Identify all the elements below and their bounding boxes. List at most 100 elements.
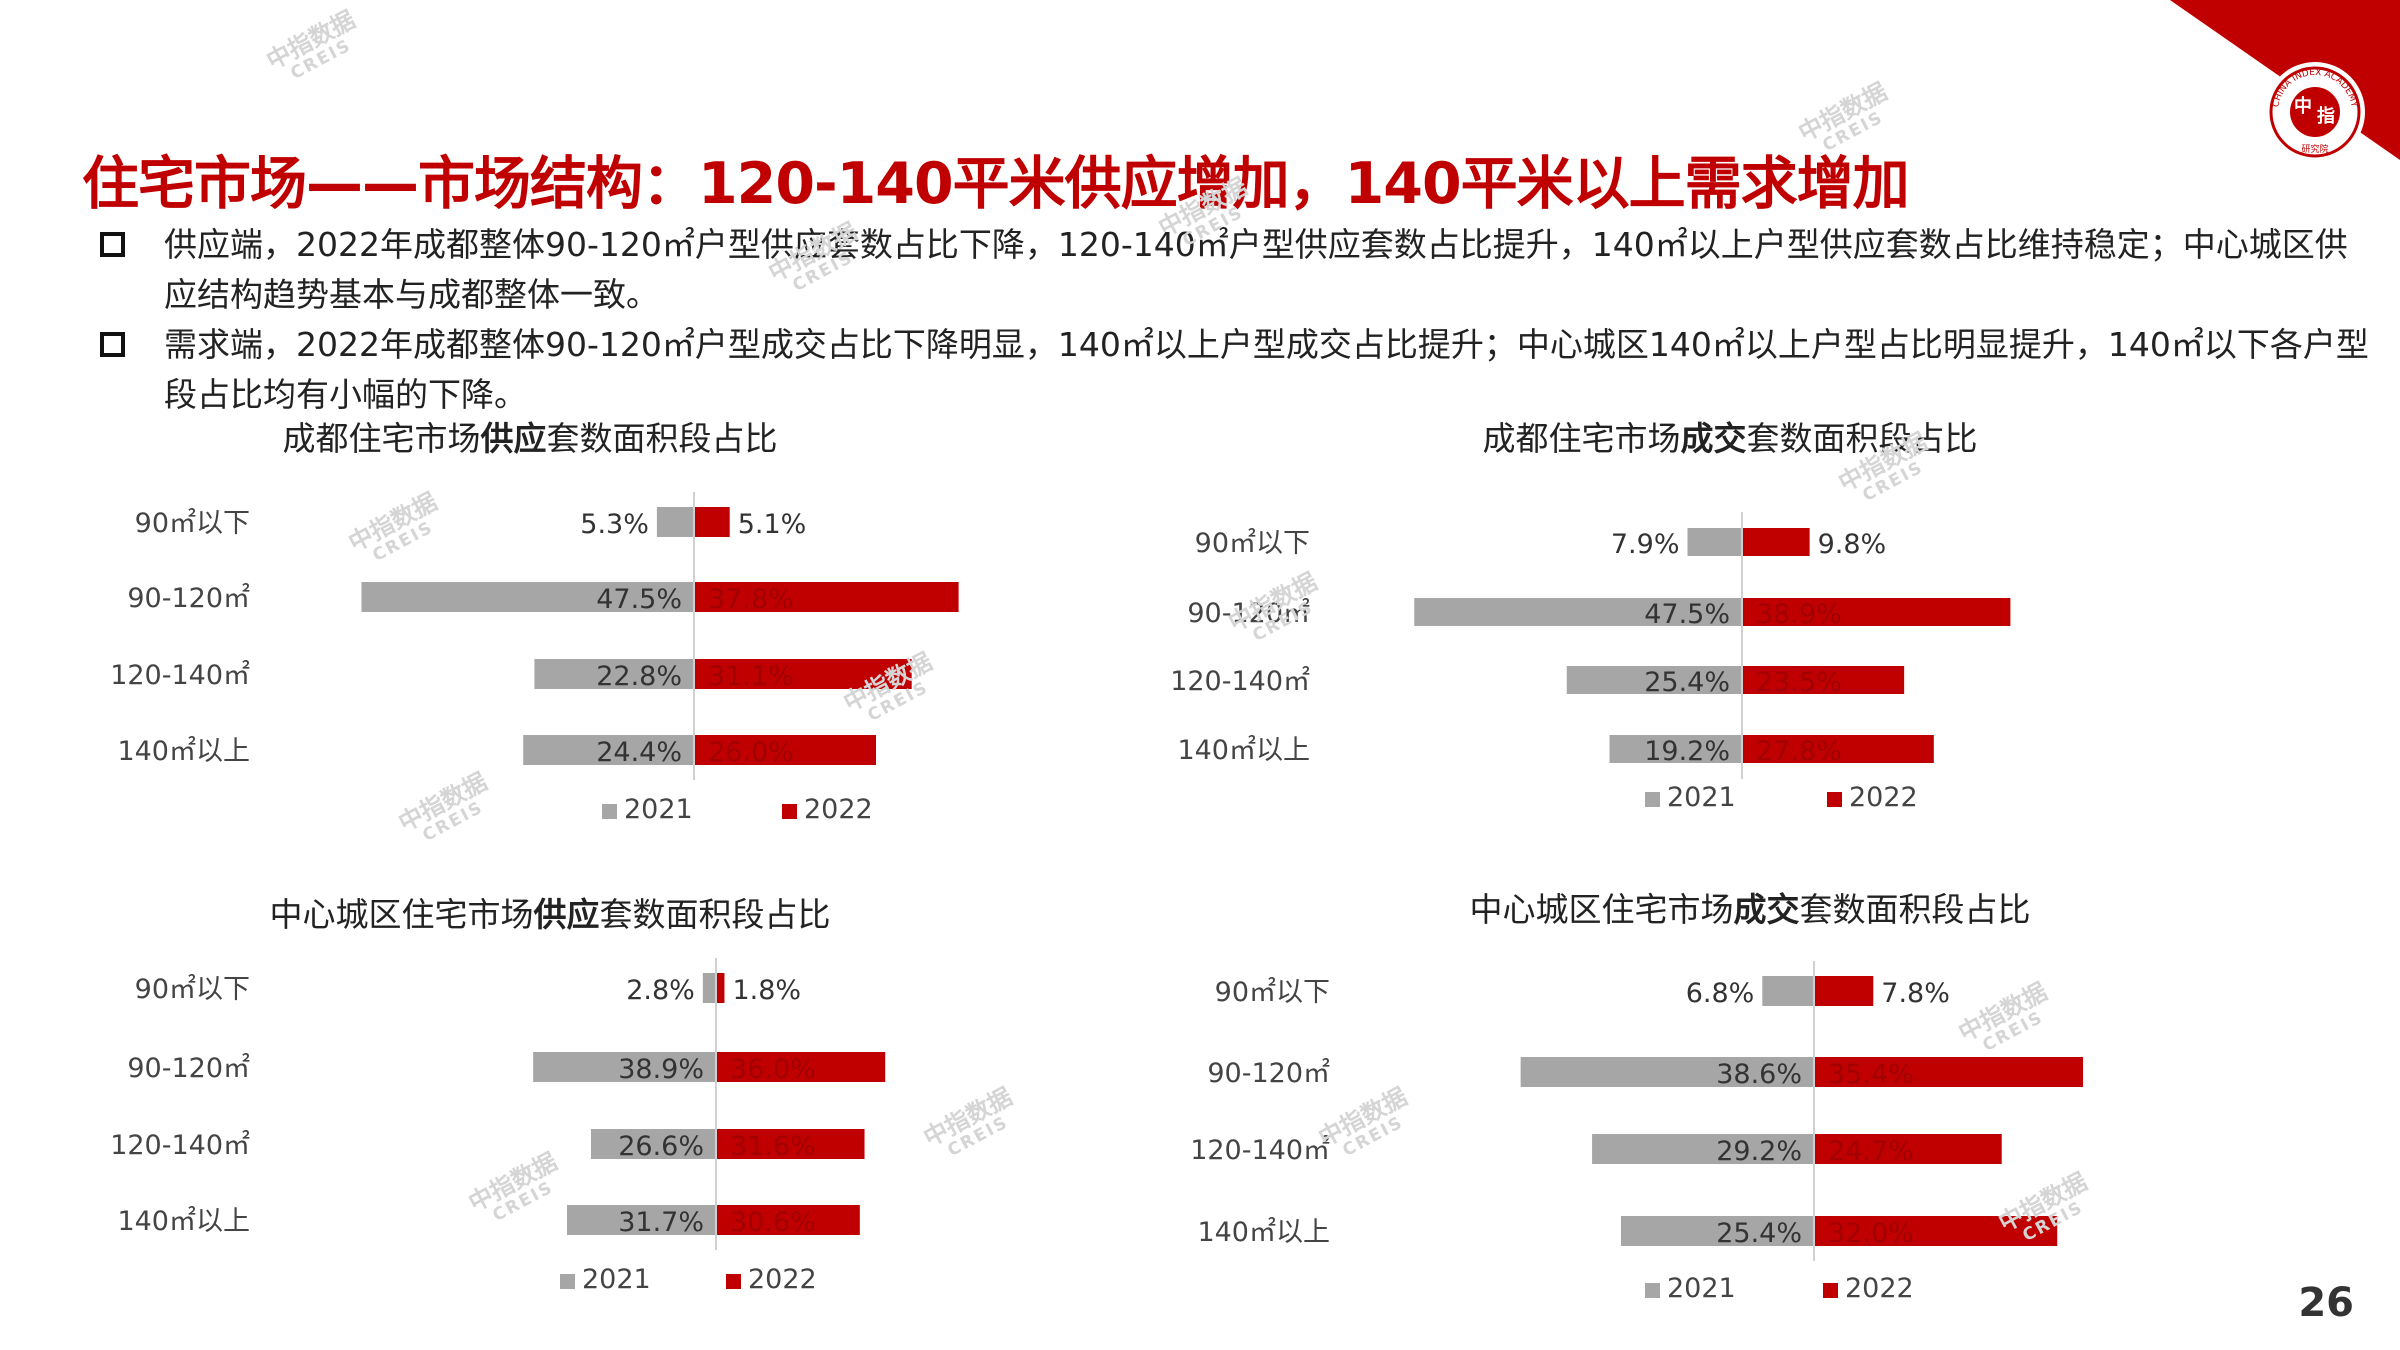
legend-swatch (1827, 792, 1842, 807)
category-label: 90㎡以下 (135, 508, 250, 539)
data-label-2021: 38.6% (1716, 1059, 1802, 1090)
category-label: 140㎡以上 (117, 1206, 250, 1237)
bar-2021 (361, 582, 694, 612)
bar-2022 (694, 659, 912, 689)
category-label: 90-120㎡ (1207, 1058, 1330, 1089)
legend-label: 2021 (1667, 782, 1736, 813)
data-label-2022: 5.1% (738, 509, 807, 540)
data-label-2021: 24.4% (596, 737, 682, 768)
chart-center-supply: 中心城区住宅市场供应套数面积段占比 90㎡以下 2.8% 1.8% 90-120㎡ 38.… (90, 890, 1050, 1310)
bullet-text: 需求端，2022年成都整体90-120㎡户型成交占比下降明显，140㎡以上户型成… (164, 325, 2369, 414)
bar-2021 (533, 1052, 716, 1082)
chart-title-prefix: 中心城区住宅市场 (270, 895, 534, 934)
category-label: 90-120㎡ (1187, 598, 1310, 629)
legend-label: 2022 (804, 794, 873, 825)
legend-swatch (1645, 1283, 1660, 1298)
page-number: 26 (2298, 1280, 2354, 1326)
category-label: 120-140㎡ (110, 660, 250, 691)
legend-swatch (726, 1274, 741, 1289)
bar-2021 (702, 973, 716, 1003)
chart-title: 中心城区住宅市场供应套数面积段占比 (270, 895, 831, 934)
data-label-2021: 47.5% (1644, 599, 1730, 630)
chart-center-deal: 中心城区住宅市场成交套数面积段占比 90㎡以下 6.8% 7.8% 90-120㎡ 38.… (1170, 885, 2170, 1315)
data-label-2022: 27.8% (1756, 736, 1842, 767)
bar-2022 (1742, 528, 1810, 556)
legend-label: 2021 (582, 1264, 651, 1295)
chart-title-bold: 成交 (1681, 419, 1747, 458)
category-label: 140㎡以上 (1177, 735, 1310, 766)
chart-title-suffix: 套数面积段占比 (600, 895, 831, 934)
chart-title: 成都住宅市场供应套数面积段占比 (283, 419, 778, 458)
square-bullet-icon (100, 232, 125, 257)
chart-chengdu-supply: 成都住宅市场供应套数面积段占比 90㎡以下 5.3% 5.1% 90-120㎡ 47.5%… (90, 419, 1050, 840)
bar-2021 (1414, 598, 1742, 626)
category-label: 140㎡以上 (117, 736, 250, 767)
bar-2022 (1814, 976, 1874, 1006)
bar-2022 (1814, 1216, 2058, 1246)
data-label-2021: 22.8% (596, 661, 682, 692)
bar-2021 (590, 1129, 716, 1159)
data-label-2021: 25.4% (1644, 667, 1730, 698)
bar-2022 (716, 1205, 860, 1235)
bar-2021 (1520, 1057, 1814, 1087)
legend-swatch (1645, 792, 1660, 807)
bullet-item: 需求端，2022年成都整体90-120㎡户型成交占比下降明显，140㎡以上户型成… (100, 320, 2380, 420)
bar-2022 (1742, 598, 2011, 626)
watermark: 中指数据 CREIS (261, 5, 360, 84)
logo-char-2: 指 (2317, 105, 2335, 127)
chart-title-suffix: 套数面积段占比 (547, 419, 778, 458)
chart-chengdu-deal: 成都住宅市场成交套数面积段占比 90㎡以下 7.9% 9.8% 90-120㎡ 47.5%… (1150, 419, 2150, 830)
logo-char-1: 中 (2294, 95, 2312, 117)
chart-title-suffix: 套数面积段占比 (1747, 419, 1978, 458)
bar-2021 (534, 659, 694, 689)
bullet-item: 供应端，2022年成都整体90-120㎡户型供应套数占比下降，120-140㎡户… (100, 220, 2380, 320)
legend-label: 2021 (1667, 1273, 1736, 1304)
bar-2021 (567, 1205, 716, 1235)
chart-svg: 中心城区住宅市场供应套数面积段占比 90㎡以下 2.8% 1.8% 90-120㎡ 38.… (110, 895, 886, 1295)
category-label: 140㎡以上 (1197, 1217, 1330, 1248)
bar-2021 (1687, 528, 1742, 556)
category-label: 120-140㎡ (1190, 1135, 1330, 1166)
bar-2022 (1814, 1057, 2084, 1087)
data-label-2021: 31.7% (618, 1207, 704, 1238)
chart-title: 成都住宅市场成交套数面积段占比 (1483, 419, 1978, 458)
data-label-2021: 26.6% (618, 1131, 704, 1162)
square-bullet-icon (100, 332, 125, 357)
data-label-2022: 37.8% (708, 584, 794, 615)
data-label-2022: 38.9% (1756, 599, 1842, 630)
academy-logo: 中 指 CHINA INDEX ACADEMY 研究院 (2170, 0, 2400, 160)
bar-2021 (523, 735, 694, 765)
data-label-2022: 31.1% (708, 661, 794, 692)
category-label: 120-140㎡ (110, 1130, 250, 1161)
bar-2022 (1742, 666, 1905, 694)
chart-title-bold: 供应 (534, 895, 600, 934)
category-label: 90㎡以下 (1215, 977, 1330, 1008)
legend-swatch (560, 1274, 575, 1289)
data-label-2022: 35.4% (1828, 1059, 1914, 1090)
legend-label: 2022 (1845, 1273, 1914, 1304)
logo-sub-text: 研究院 (2301, 143, 2328, 155)
bar-2021 (656, 507, 694, 537)
chart-title-bold: 成交 (1734, 890, 1800, 929)
chart-title-prefix: 成都住宅市场 (1483, 419, 1681, 458)
data-label-2022: 26.0% (708, 737, 794, 768)
bar-2021 (1566, 666, 1742, 694)
category-label: 90-120㎡ (127, 583, 250, 614)
chart-svg: 成都住宅市场供应套数面积段占比 90㎡以下 5.3% 5.1% 90-120㎡ 47.5%… (110, 419, 959, 825)
chart-svg: 中心城区住宅市场成交套数面积段占比 90㎡以下 6.8% 7.8% 90-120㎡ 38.… (1190, 890, 2084, 1304)
chart-title-suffix: 套数面积段占比 (1800, 890, 2031, 929)
bar-2022 (1742, 735, 1934, 763)
bar-2021 (1609, 735, 1742, 763)
data-label-2021: 25.4% (1716, 1218, 1802, 1249)
data-label-2022: 24.7% (1828, 1136, 1914, 1167)
bullet-text: 供应端，2022年成都整体90-120㎡户型供应套数占比下降，120-140㎡户… (164, 225, 2348, 314)
legend-swatch (782, 804, 797, 819)
data-label-2022: 9.8% (1818, 529, 1887, 560)
category-label: 120-140㎡ (1170, 666, 1310, 697)
chart-title: 中心城区住宅市场成交套数面积段占比 (1470, 890, 2031, 929)
data-label-2021: 2.8% (626, 975, 695, 1006)
data-label-2022: 1.8% (732, 975, 801, 1006)
data-label-2021: 6.8% (1686, 978, 1755, 1009)
chart-title-bold: 供应 (481, 419, 547, 458)
data-label-2022: 31.6% (730, 1131, 816, 1162)
